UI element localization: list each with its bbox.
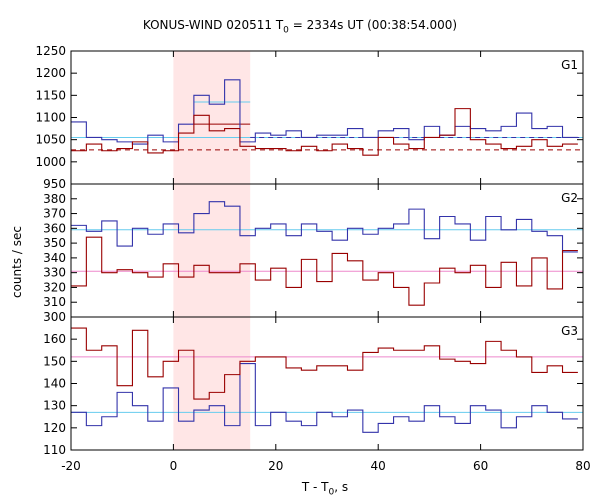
xtick-label: 20 [268, 459, 283, 473]
xtick-label: 0 [170, 459, 178, 473]
g2-ytick-label: 370 [43, 207, 66, 221]
g1-panel-label: G1 [561, 58, 578, 72]
g2-ytick-label: 300 [43, 310, 66, 324]
g3-red-series [71, 327, 578, 400]
g3-ytick-label: 110 [43, 443, 66, 457]
g1-blue-series [71, 79, 578, 145]
g2-ytick-label: 320 [43, 280, 66, 294]
g3-ytick-label: 160 [43, 332, 66, 346]
g1-ytick-label: 1100 [35, 111, 66, 125]
xtick-label: 40 [371, 459, 386, 473]
g2-blue-series [71, 201, 578, 253]
g2-ytick-label: 380 [43, 192, 66, 206]
g3-blue-series [71, 363, 578, 433]
g3-ytick-label: 120 [43, 421, 66, 435]
x-axis-label: T - T0, s [301, 480, 349, 498]
g1-red-series [71, 108, 578, 156]
g2-panel-frame [70, 183, 584, 318]
g2-red-series [71, 236, 578, 306]
xtick-label: -20 [61, 459, 81, 473]
y-axis-label: counts / sec [10, 226, 24, 299]
g1-ytick-label: 1200 [35, 66, 66, 80]
xtick-label: 80 [575, 459, 590, 473]
g1-ytick-label: 950 [43, 177, 66, 191]
g2-ytick-label: 360 [43, 221, 66, 235]
g1-panel-frame [70, 50, 584, 185]
g3-ytick-label: 130 [43, 399, 66, 413]
g3-ytick-label: 140 [43, 377, 66, 391]
burst-interval-shade [173, 51, 251, 450]
g2-ytick-label: 340 [43, 251, 66, 265]
g2-ytick-label: 310 [43, 295, 66, 309]
g2-panel-label: G2 [561, 191, 578, 205]
g1-ytick-label: 1150 [35, 88, 66, 102]
g2-ytick-label: 330 [43, 266, 66, 280]
g3-panel-label: G3 [561, 324, 578, 338]
g1-ytick-label: 1250 [35, 44, 66, 58]
g2-ytick-label: 350 [43, 236, 66, 250]
g1-ytick-label: 1000 [35, 155, 66, 169]
xtick-label: 60 [473, 459, 488, 473]
g1-ytick-label: 1050 [35, 133, 66, 147]
chart-title: KONUS-WIND 020511 T0 = 2334s UT (00:38:5… [142, 18, 458, 36]
g3-ytick-label: 150 [43, 354, 66, 368]
